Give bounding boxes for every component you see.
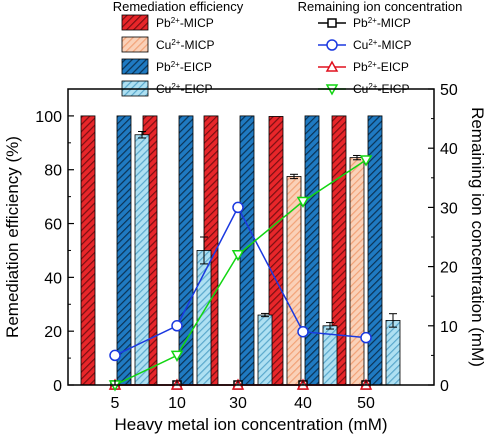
y-tick-label: 40: [44, 270, 62, 287]
plot-area: 0 20 40 60 80 100 0 10 20 30 40 50 5 10 30 40 50: [35, 82, 458, 412]
bar: [178, 115, 194, 386]
y-tick-label: 100: [35, 109, 62, 126]
bar: [80, 115, 96, 386]
y2-tick-label: 20: [440, 260, 458, 277]
x-tick-label: 5: [111, 395, 120, 412]
y-axis-label: Remediation efficiency (%): [3, 136, 22, 338]
legend-label: Cu2+-MICP: [353, 38, 411, 52]
y2-axis-label: Remaining ion concentration (mM): [468, 107, 484, 367]
bar: [134, 134, 150, 386]
point-marker: [232, 201, 244, 214]
point-marker: [326, 39, 338, 51]
x-tick-label: 50: [357, 395, 375, 412]
bar: [304, 115, 320, 386]
left-axis-ticks: 0 20 40 60 80 100: [35, 88, 74, 395]
x-tick-label: 30: [229, 395, 247, 412]
y-tick-label: 0: [53, 378, 62, 395]
point-marker: [359, 155, 373, 167]
legend-label: Pb2+-MICP: [353, 16, 411, 30]
x-axis-label: Heavy metal ion concentration (mM): [114, 415, 387, 434]
point-marker: [170, 350, 184, 362]
legend-right-title: Remaining ion concentration: [298, 0, 463, 14]
legend-swatch: [121, 14, 149, 31]
y-tick-label: 80: [44, 163, 62, 180]
y-tick-label: 20: [44, 324, 62, 341]
point-marker: [297, 325, 309, 338]
y2-tick-label: 40: [440, 141, 458, 158]
point-marker: [296, 196, 310, 209]
y2-tick-label: 50: [440, 82, 458, 99]
legend-swatch: [121, 58, 149, 75]
x-axis-ticks: 5 10 30 40 50: [111, 380, 375, 412]
y-tick-label: 60: [44, 217, 62, 234]
bar: [257, 314, 273, 386]
right-axis-ticks: 0 10 20 30 40 50: [428, 82, 458, 395]
legend-swatch: [121, 36, 149, 53]
bar: [116, 115, 132, 386]
legend-label: Pb2+-EICP: [353, 60, 409, 74]
point-marker: [109, 349, 121, 362]
point-marker: [327, 18, 337, 28]
legend-label: Pb2+-EICP: [156, 60, 212, 74]
legend-label: Pb2+-MICP: [156, 16, 214, 30]
point-marker: [325, 60, 339, 72]
point-marker: [360, 331, 372, 344]
legend-label: Cu2+-MICP: [156, 38, 214, 52]
legend-left-title: Remediation efficiency: [113, 0, 244, 14]
bar: [385, 320, 401, 386]
y2-tick-label: 10: [440, 319, 458, 336]
bar-series: [80, 115, 401, 386]
legend: Remediation efficiency Remaining ion con…: [113, 0, 463, 97]
bar: [286, 176, 302, 386]
y2-tick-label: 0: [440, 378, 449, 395]
x-tick-label: 40: [294, 395, 312, 412]
y2-tick-label: 30: [440, 200, 458, 217]
point-marker: [231, 250, 245, 262]
bar: [349, 157, 365, 386]
point-marker: [171, 320, 183, 332]
x-tick-label: 10: [168, 395, 186, 412]
